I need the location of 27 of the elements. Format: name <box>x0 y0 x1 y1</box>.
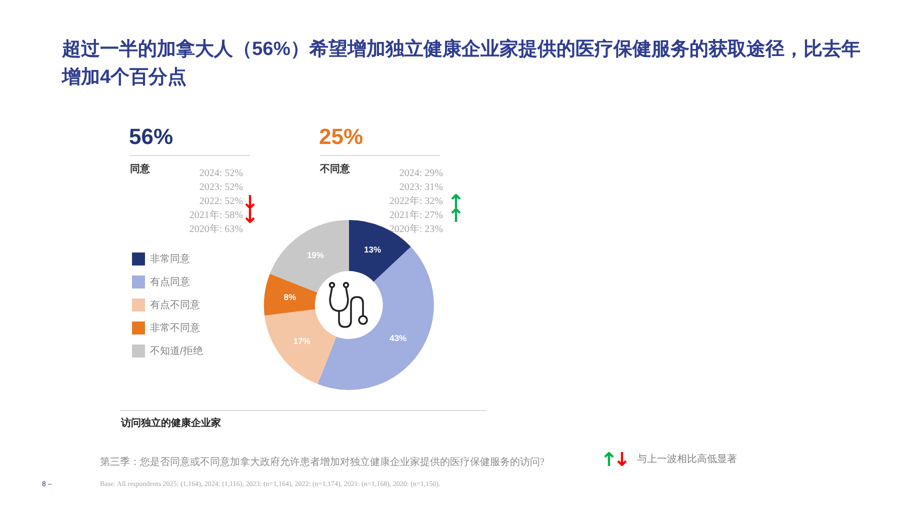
data-label: 13% <box>364 244 382 255</box>
text: 2020年: 23% <box>389 224 443 236</box>
text: 与上一波相比高低显著 <box>637 454 737 466</box>
text: 2023: 31% <box>399 182 443 194</box>
text: 2020年: 63% <box>189 224 243 236</box>
chart-title: 超过一半的加拿大人（56%）希望增加独立健康企业家提供的医疗保健服务的获取途径，比去年增加4个百分点 <box>62 38 862 90</box>
data-label: 17% <box>293 336 311 346</box>
text: 25% <box>319 124 364 149</box>
text: 2024: 29% <box>399 168 443 180</box>
data-label: 43% <box>390 332 408 343</box>
legend-label: 有点不同意 <box>150 298 200 311</box>
text: 同意 <box>130 164 150 176</box>
text: 2022年: 32% <box>389 196 443 208</box>
legend-label: 非常同意 <box>150 252 190 265</box>
text: 2024: 52% <box>199 168 243 180</box>
text: 56% <box>129 124 174 149</box>
legend-label: 非常不同意 <box>150 322 200 334</box>
text: 2021年: 27% <box>389 210 443 222</box>
data-label: 8% <box>284 292 296 302</box>
text: 不同意 <box>320 164 350 176</box>
text: 2021年: 58% <box>189 210 243 222</box>
text: 2023: 52% <box>199 182 243 194</box>
text: 第三季：您是否同意或不同意加拿大政府允许患者增加对独立健康企业家提供的医疗保健服务的访问? <box>100 457 544 469</box>
legend-label: 有点同意 <box>150 276 190 288</box>
text: 访问独立的健康企业家 <box>121 418 221 430</box>
text: 2022: 52% <box>199 196 243 208</box>
legend-label: 不知道/拒绝 <box>150 344 203 357</box>
